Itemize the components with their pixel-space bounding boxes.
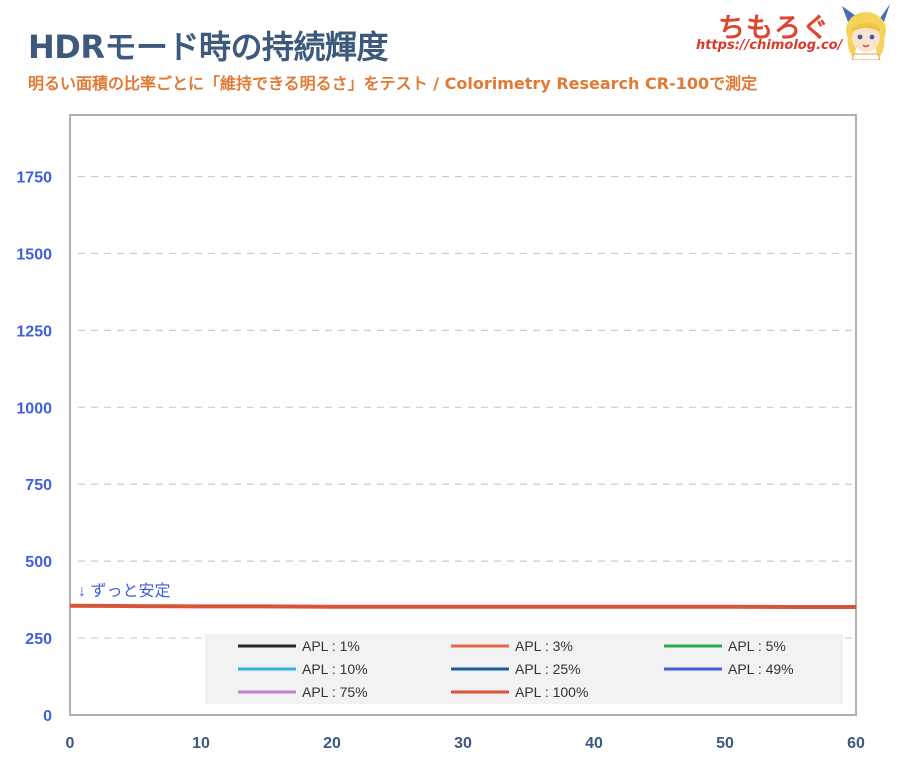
- page-title: HDRモード時の持続輝度: [28, 28, 389, 66]
- x-tick-label: 20: [323, 735, 341, 752]
- x-tick-label: 60: [847, 735, 865, 752]
- y-tick-label: 1500: [16, 246, 52, 263]
- x-tick-label: 50: [716, 735, 734, 752]
- x-tick-label: 10: [192, 735, 210, 752]
- brand-logo[interactable]: ちもろぐ https://chimolog.co/: [690, 4, 895, 60]
- y-tick-label: 750: [25, 477, 52, 494]
- legend-label: APL : 10%: [302, 661, 368, 677]
- legend: APL : 1% APL : 3% APL : 5% APL : 10% APL : 2…: [238, 638, 794, 700]
- y-tick-label: 0: [43, 708, 52, 725]
- legend-label: APL : 25%: [515, 661, 581, 677]
- x-tick-label: 30: [454, 735, 472, 752]
- page-subtitle: 明るい面積の比率ごとに「維持できる明るさ」をテスト / Colorimetry …: [28, 74, 758, 93]
- series-lines: [69, 603, 856, 609]
- series-line: [69, 603, 856, 609]
- y-tick-label: 1750: [16, 170, 52, 187]
- x-axis-ticks: 0 10 20 30 40 50 60: [66, 735, 865, 752]
- y-tick-label: 250: [25, 631, 52, 648]
- y-tick-label: 1250: [16, 323, 52, 340]
- plot-frame: [69, 114, 857, 716]
- legend-label: APL : 100%: [515, 684, 588, 700]
- legend-label: APL : 1%: [302, 638, 360, 654]
- x-tick-label: 0: [66, 735, 75, 752]
- x-tick-label: 40: [585, 735, 603, 752]
- mascot-avatar-icon: [842, 4, 890, 60]
- brand-name: ちもろぐ: [718, 13, 830, 44]
- y-tick-label: 1000: [16, 400, 52, 417]
- legend-label: APL : 49%: [728, 661, 794, 677]
- y-axis-ticks: 0 250 500 750 1000 1250 1500 1750: [16, 170, 52, 725]
- legend-label: APL : 3%: [515, 638, 573, 654]
- y-tick-label: 500: [25, 554, 52, 571]
- annotation-text: ↓ ずっと安定: [78, 582, 170, 600]
- legend-label: APL : 5%: [728, 638, 786, 654]
- brand-url[interactable]: https://chimolog.co/: [696, 38, 843, 53]
- legend-box: [205, 634, 843, 704]
- legend-label: APL : 75%: [302, 684, 368, 700]
